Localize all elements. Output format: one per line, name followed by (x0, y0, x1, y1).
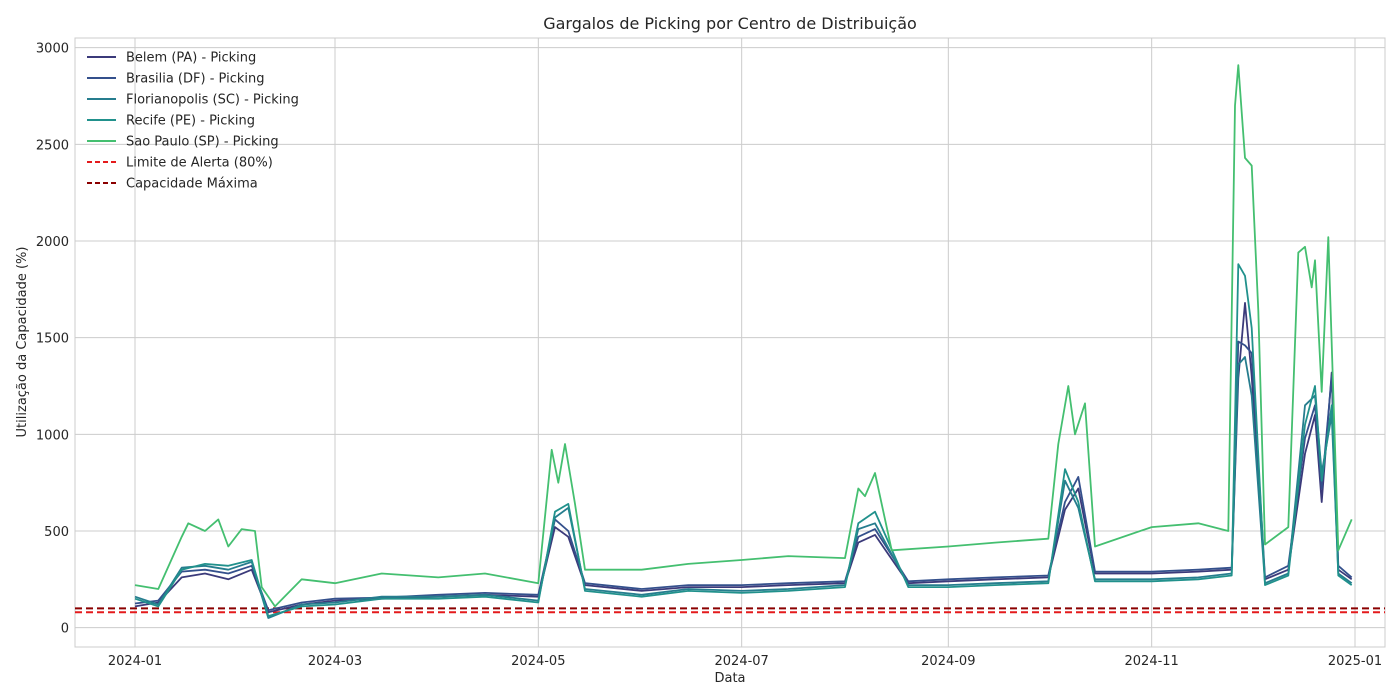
legend-entry-label: Belem (PA) - Picking (126, 51, 256, 66)
y-tick-label: 2500 (36, 138, 69, 153)
x-tick-label: 2024-05 (511, 654, 565, 669)
y-axis-label: Utilização da Capacidade (%) (15, 247, 30, 438)
x-tick-label: 2025-01 (1328, 654, 1382, 669)
legend-entry-label: Florianopolis (SC) - Picking (126, 93, 299, 108)
x-tick-label: 2024-03 (308, 654, 362, 669)
grid (75, 38, 1385, 647)
chart-title: Gargalos de Picking por Centro de Distri… (543, 14, 917, 33)
reference-lines (75, 607, 1385, 614)
y-tick-label: 1500 (36, 332, 69, 347)
x-axis-label: Data (714, 671, 745, 686)
x-tick-label: 2024-01 (108, 654, 162, 669)
legend-entry-label: Sao Paulo (SP) - Picking (126, 135, 279, 150)
legend-entry-label: Limite de Alerta (80%) (126, 156, 273, 171)
legend: Belem (PA) - Picking Brasilia (DF) - Pick… (87, 51, 299, 192)
legend-entry-label: Capacidade Máxima (126, 177, 258, 192)
y-axis-ticks: 0 500 1000 1500 2000 2500 3000 (36, 42, 69, 637)
y-tick-label: 0 (61, 622, 69, 637)
legend-entry-label: Recife (PE) - Picking (126, 114, 255, 129)
plot-frame (74, 37, 1386, 648)
x-tick-label: 2024-11 (1125, 654, 1179, 669)
y-tick-label: 2000 (36, 235, 69, 250)
x-tick-label: 2024-09 (921, 654, 975, 669)
series-line (134, 263, 1353, 617)
y-tick-label: 1000 (36, 428, 69, 443)
x-tick-label: 2024-07 (715, 654, 769, 669)
y-tick-label: 500 (44, 525, 69, 540)
y-tick-label: 3000 (36, 42, 69, 57)
x-axis-ticks: 2024-01 2024-03 2024-05 2024-07 2024-09 2024-… (108, 654, 1382, 669)
series-lines (134, 64, 1353, 619)
legend-entry-label: Brasilia (DF) - Picking (126, 72, 264, 87)
series-line (134, 64, 1353, 608)
